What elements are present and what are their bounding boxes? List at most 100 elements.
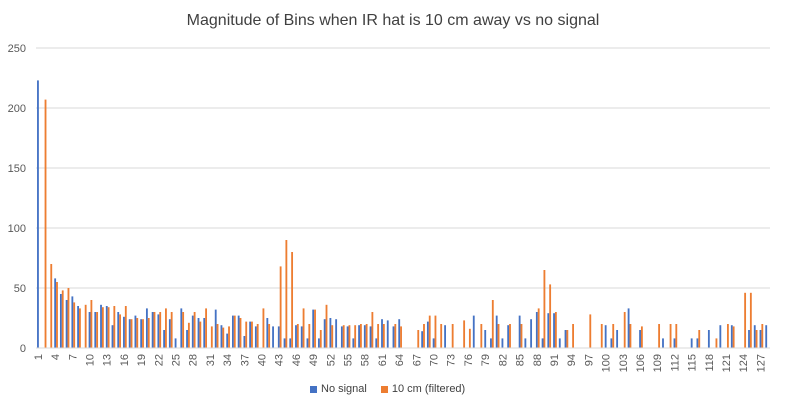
bar-10cm [285, 240, 288, 348]
bar-no-signal [157, 314, 160, 348]
y-tick-label: 100 [8, 223, 26, 235]
bar-10cm [715, 338, 718, 348]
bar-10cm [675, 324, 678, 348]
bar-10cm [268, 324, 271, 348]
bar-10cm [400, 326, 402, 348]
bar-10cm [325, 304, 328, 348]
bar-10cm [549, 284, 552, 348]
bar-no-signal [369, 326, 372, 348]
bar-10cm [417, 330, 420, 348]
bar-no-signal [518, 315, 521, 348]
bar-10cm [182, 312, 185, 348]
bar-no-signal [662, 338, 664, 348]
x-tick-label: 4 [50, 354, 62, 360]
bar-10cm [314, 309, 316, 348]
x-tick-label: 94 [566, 354, 578, 366]
bar-10cm [302, 308, 305, 348]
bar-10cm [67, 288, 70, 348]
bar-10cm [308, 324, 311, 348]
bar-no-signal [140, 319, 143, 348]
x-tick-label: 109 [652, 354, 664, 372]
bar-10cm [434, 315, 437, 348]
bar-10cm [279, 266, 282, 348]
bar-no-signal [673, 338, 676, 348]
bar-no-signal [163, 330, 166, 348]
bar-10cm [319, 330, 322, 348]
bar-10cm [589, 314, 592, 348]
y-tick-label: 200 [8, 103, 26, 115]
bar-10cm [669, 324, 672, 348]
bar-10cm [73, 302, 76, 348]
x-tick-label: 112 [669, 354, 681, 372]
bar-10cm [732, 326, 735, 348]
bar-no-signal [186, 330, 188, 348]
bar-10cm [428, 315, 431, 348]
y-tick-label: 150 [8, 163, 26, 175]
x-tick-label: 67 [411, 354, 423, 366]
bar-10cm [761, 324, 764, 348]
bar-no-signal [105, 306, 108, 348]
bar-10cm [199, 321, 202, 348]
y-tick-label: 50 [14, 283, 26, 295]
bar-no-signal [392, 326, 395, 348]
bar-no-signal [151, 312, 154, 348]
bar-10cm [600, 324, 603, 348]
bar-no-signal [214, 309, 217, 348]
legend-item-10cm: 10 cm (filtered) [380, 383, 465, 395]
bar-10cm [262, 308, 265, 348]
bar-10cm [572, 324, 574, 348]
bar-10cm [377, 324, 380, 348]
bar-10cm [210, 326, 213, 348]
bar-10cm [228, 326, 230, 348]
bar-no-signal [530, 319, 533, 348]
bar-no-signal [759, 330, 762, 348]
bar-10cm [245, 321, 248, 348]
x-tick-label: 76 [463, 354, 475, 366]
bar-no-signal [277, 326, 280, 348]
bar-10cm [463, 320, 466, 348]
bar-10cm [44, 99, 47, 348]
bar-no-signal [65, 300, 68, 348]
bar-10cm [205, 308, 207, 348]
bar-no-signal [690, 338, 693, 348]
bar-no-signal [398, 319, 401, 348]
y-tick-label: 250 [8, 43, 26, 55]
bar-no-signal [495, 315, 498, 348]
bar-10cm [394, 324, 397, 348]
bar-10cm [612, 324, 615, 348]
bar-10cm [623, 312, 626, 348]
bar-no-signal [312, 309, 315, 348]
bar-no-signal [484, 330, 487, 348]
bar-10cm [256, 324, 259, 348]
bar-10cm [165, 308, 167, 348]
bar-no-signal [604, 325, 607, 348]
x-tick-label: 10 [84, 354, 96, 366]
bar-no-signal [444, 325, 447, 348]
bar-no-signal [358, 325, 360, 348]
bar-no-signal [289, 338, 292, 348]
bar-no-signal [295, 325, 297, 348]
bar-no-signal [432, 338, 435, 348]
bar-no-signal [94, 312, 97, 348]
bar-10cm [520, 324, 523, 348]
bar-no-signal [168, 319, 171, 348]
bar-10cm [119, 314, 121, 348]
bar-10cm [726, 324, 729, 348]
x-tick-label: 121 [721, 354, 733, 372]
bar-no-signal [117, 312, 120, 348]
bar-10cm [509, 324, 511, 348]
bar-10cm [359, 324, 362, 348]
legend-label-no-signal: No signal [321, 383, 367, 395]
bar-no-signal [541, 338, 544, 348]
x-tick-label: 25 [170, 354, 182, 366]
bar-no-signal [323, 319, 326, 348]
x-tick-label: 100 [601, 354, 613, 372]
bar-10cm [744, 292, 747, 348]
x-tick-label: 34 [222, 354, 234, 366]
bar-no-signal [77, 306, 80, 348]
bar-10cm [90, 300, 93, 348]
bar-no-signal [203, 318, 206, 348]
bar-10cm [193, 312, 196, 348]
bar-no-signal [283, 338, 286, 348]
